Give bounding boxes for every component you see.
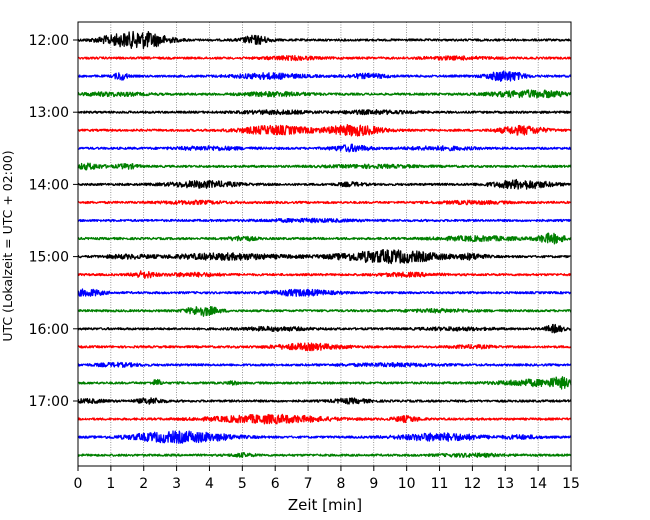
traces: [77, 30, 572, 459]
x-tick-label: 8: [336, 476, 345, 492]
trace-line: [77, 305, 572, 317]
trace-line: [77, 413, 572, 425]
trace-line: [77, 30, 572, 50]
x-axis-label: Zeit [min]: [288, 496, 362, 514]
y-tick-label: 14:00: [29, 177, 69, 193]
trace-line: [77, 232, 572, 245]
trace-line: [77, 361, 572, 368]
trace-line: [77, 288, 572, 297]
trace-line: [77, 397, 572, 405]
trace-line: [77, 217, 572, 224]
trace-line: [77, 123, 572, 137]
x-tick-label: 10: [398, 476, 416, 492]
trace-line: [77, 199, 572, 206]
y-axis-ticks: 12:00 13:00 14:00 15:00 16:00 17:00: [29, 33, 78, 410]
trace-line: [77, 109, 572, 116]
trace-line: [77, 376, 572, 390]
y-tick-label: 13:00: [29, 105, 69, 121]
x-tick-label: 4: [205, 476, 214, 492]
x-tick-label: 9: [369, 476, 378, 492]
trace-line: [77, 323, 572, 334]
plot-frame: [77, 21, 572, 467]
trace-line: [77, 452, 572, 459]
x-tick-label: 1: [106, 476, 115, 492]
y-tick-label: 12:00: [29, 33, 69, 49]
trace-line: [77, 70, 572, 82]
x-tick-label: 2: [139, 476, 148, 492]
x-tick-label: 12: [463, 476, 481, 492]
trace-line: [77, 89, 572, 99]
trace-line: [77, 54, 572, 62]
y-tick-label: 15:00: [29, 250, 69, 266]
x-tick-label: 14: [529, 476, 547, 492]
x-tick-label: 3: [172, 476, 181, 492]
x-tick-label: 11: [431, 476, 449, 492]
trace-line: [77, 342, 572, 352]
x-tick-label: 6: [271, 476, 280, 492]
y-tick-label: 17:00: [29, 394, 69, 410]
trace-line: [77, 249, 572, 265]
grid-lines: [110, 22, 539, 466]
trace-line: [77, 143, 572, 153]
trace-line: [77, 162, 572, 171]
x-tick-label: 0: [74, 476, 83, 492]
x-tick-label: 7: [304, 476, 313, 492]
trace-line: [77, 270, 572, 280]
y-axis-label: UTC (Lokalzeit = UTC + 02:00): [0, 150, 15, 341]
x-tick-label: 15: [562, 476, 580, 492]
y-tick-label: 16:00: [29, 322, 69, 338]
x-tick-label: 13: [496, 476, 514, 492]
trace-line: [77, 178, 572, 190]
trace-line: [77, 430, 572, 444]
x-tick-label: 5: [238, 476, 247, 492]
x-axis-ticks: 0 1 2 3 4 5 6 7 8 9 10 11 12 13 14 15: [74, 466, 580, 492]
